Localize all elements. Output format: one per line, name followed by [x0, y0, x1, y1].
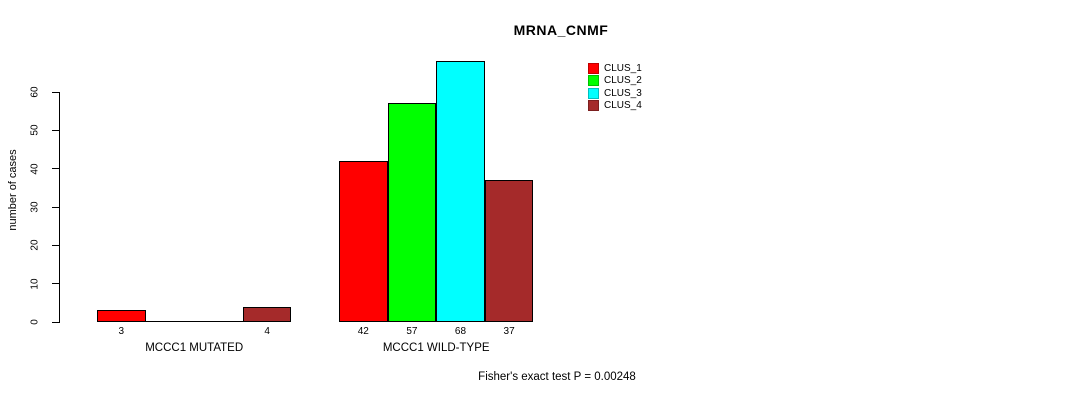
y-tick-label: 40 [29, 163, 41, 175]
legend-swatch-clus_1 [588, 63, 599, 74]
legend-swatch-clus_4 [588, 100, 599, 112]
bar-clus_4-mccc1-wild-type [484, 180, 534, 322]
bar-clus_3-mccc1-wild-type [436, 61, 485, 322]
y-tick-label: 20 [29, 239, 41, 251]
y-tick-mark [52, 91, 59, 93]
y-tick-label: 60 [29, 86, 41, 98]
chart-title: MRNA_CNMF [513, 22, 609, 38]
y-tick-mark [52, 321, 59, 323]
y-tick-mark [52, 168, 59, 170]
bar-value-label: 3 [118, 326, 125, 337]
bar-clus_1-mccc1-mutated [97, 310, 146, 322]
legend-swatch-clus_2 [588, 75, 599, 87]
annotation-text: Fisher's exact test P = 0.00248 [478, 371, 636, 383]
y-tick-label: 0 [29, 319, 41, 325]
y-tick-label: 10 [29, 278, 41, 290]
y-tick-label: 30 [29, 201, 41, 213]
y-tick-mark [52, 283, 59, 285]
y-tick-mark [52, 206, 59, 208]
legend-swatch-clus_3 [588, 87, 599, 99]
y-tick-mark [52, 129, 59, 131]
legend-label-clus_2: CLUS_2 [604, 75, 642, 87]
bar-value-label: 57 [406, 326, 418, 337]
y-axis-line [59, 92, 60, 323]
bar-clus_2-mccc1-wild-type [387, 103, 437, 322]
group-label-mccc1-wild-type: MCCC1 WILD-TYPE [382, 342, 490, 354]
bar-value-label: 37 [503, 326, 515, 337]
bar-clus_1-mccc1-wild-type [339, 161, 388, 322]
bar-value-label: 42 [357, 326, 369, 337]
y-axis-label: number of cases [7, 149, 19, 231]
bar-zero-clus_2-mccc1-mutated [145, 321, 196, 322]
legend-label-clus_4: CLUS_4 [604, 100, 642, 112]
y-tick-label: 50 [29, 124, 41, 136]
bar-zero-clus_3-mccc1-mutated [194, 321, 244, 322]
bar-value-label: 4 [264, 326, 270, 337]
group-label-mccc1-mutated: MCCC1 MUTATED [145, 342, 244, 354]
bar-clus_4-mccc1-mutated [242, 307, 292, 322]
legend-label-clus_3: CLUS_3 [604, 87, 642, 99]
bar-value-label: 68 [454, 326, 467, 337]
legend-label-clus_1: CLUS_1 [604, 63, 642, 74]
y-tick-mark [52, 244, 59, 246]
